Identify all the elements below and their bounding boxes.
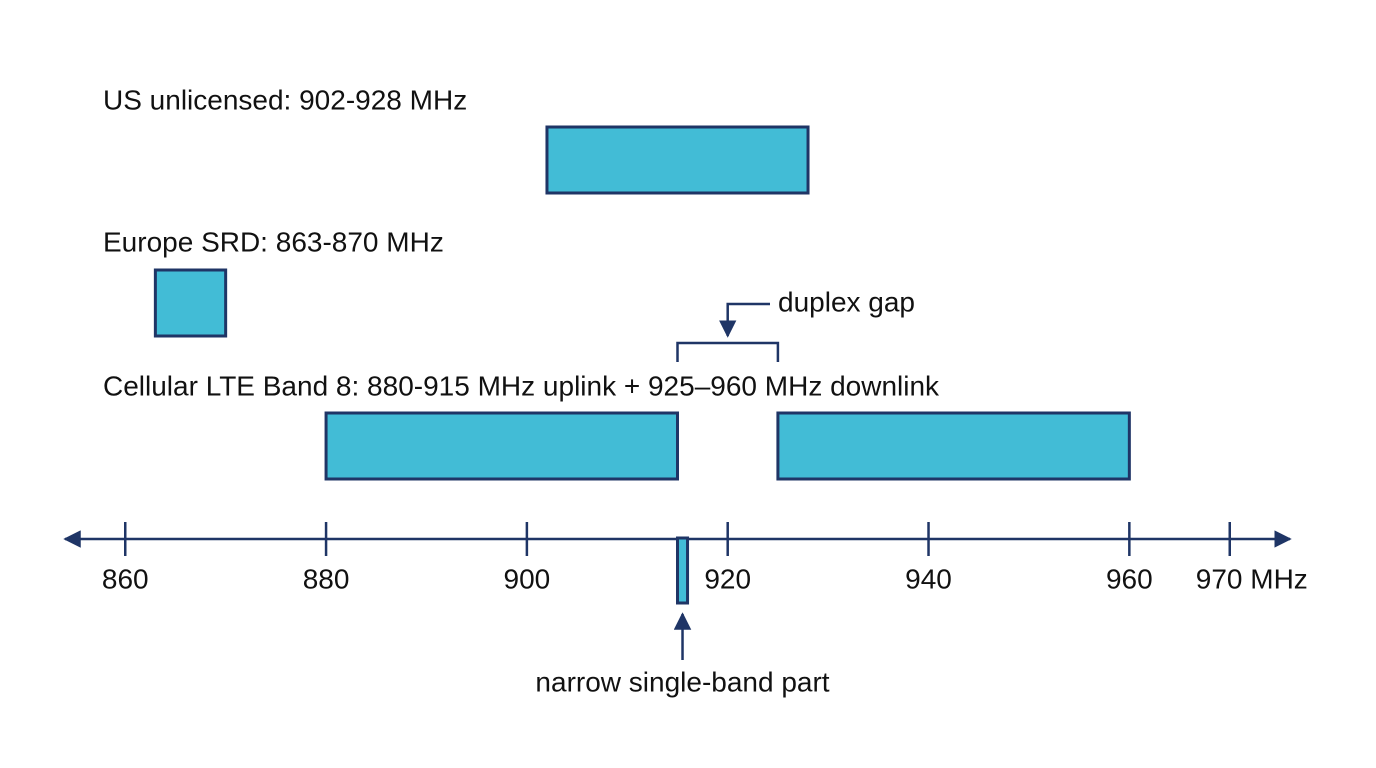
band-bar [153,268,228,338]
tick-label: 920 [704,563,751,594]
narrow-bar [676,536,690,605]
band-bar [545,125,810,195]
tick-label: 960 [1106,563,1153,594]
tick-label: 880 [303,563,350,594]
band-label: Cellular LTE Band 8: 880-915 MHz uplink … [103,370,940,401]
band-bar [776,411,1131,481]
gap-label: duplex gap [778,286,915,317]
tick-label: 860 [102,563,149,594]
band-label: Europe SRD: 863-870 MHz [103,226,444,257]
tick-label: 900 [504,563,551,594]
tick-label: 940 [905,563,952,594]
band-bar [324,411,679,481]
gap-arrow [718,302,770,338]
gap-bracket [676,341,780,362]
tick-label: 970 MHz [1196,563,1308,594]
narrow-label: narrow single-band part [535,666,829,697]
band-label: US unlicensed: 902-928 MHz [103,84,467,115]
